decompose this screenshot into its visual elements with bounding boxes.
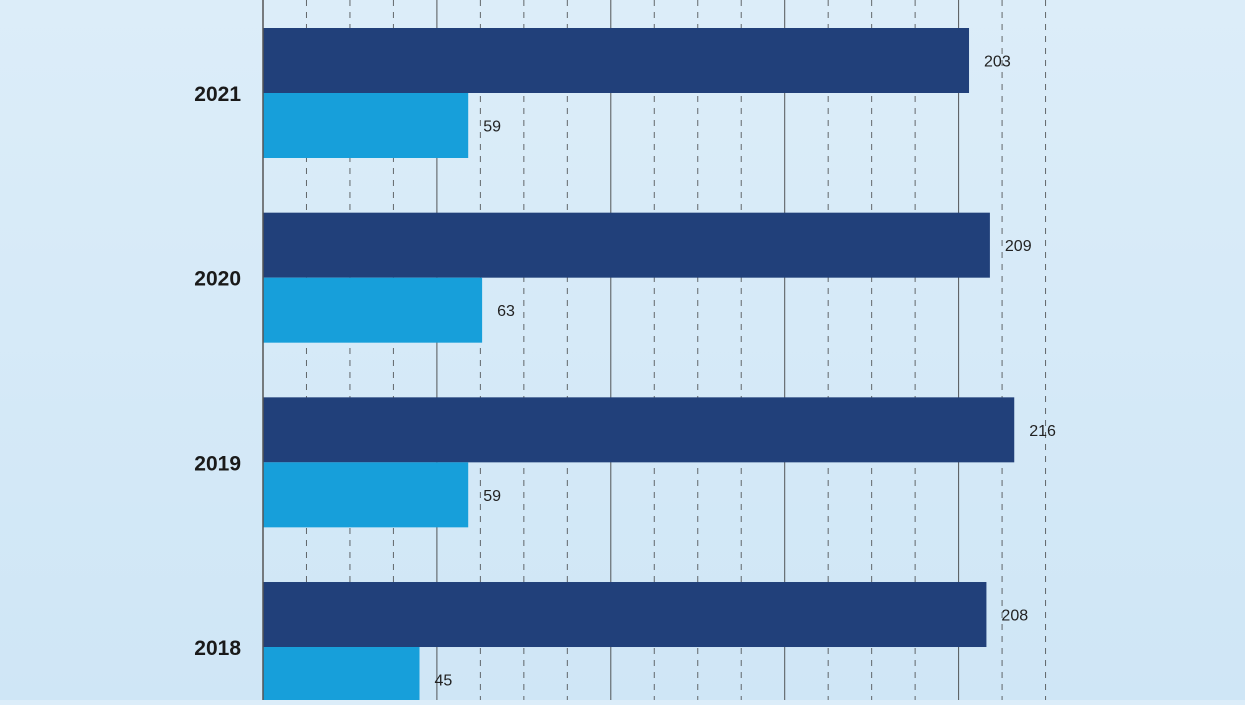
bar-2021-series-2 xyxy=(263,93,469,158)
category-label: 2021 xyxy=(194,83,241,106)
data-label: 208 xyxy=(1001,608,1028,625)
data-label: 45 xyxy=(435,673,453,690)
category-label: 2018 xyxy=(194,637,241,660)
bar-2019-series-1 xyxy=(263,397,1015,463)
category-label: 2019 xyxy=(194,452,241,475)
data-label: 59 xyxy=(483,488,501,505)
data-label: 209 xyxy=(1005,238,1032,255)
category-label: 2020 xyxy=(194,268,241,291)
bar-2020-series-2 xyxy=(263,277,483,343)
bar-2021-series-1 xyxy=(263,28,970,93)
bar-2018-series-2 xyxy=(263,647,420,705)
grid-lines xyxy=(305,0,1047,700)
bar-2018-series-1 xyxy=(263,582,987,648)
labels: 203 59 2021 209 63 2020 216 59 2019 208 45 2018 xyxy=(194,54,1056,690)
bar-2020-series-1 xyxy=(263,212,990,278)
bars xyxy=(263,28,1015,705)
bar-2019-series-2 xyxy=(263,462,469,528)
data-label: 216 xyxy=(1029,423,1056,440)
data-label: 203 xyxy=(984,54,1011,71)
data-label: 59 xyxy=(483,119,501,136)
data-label: 63 xyxy=(497,303,515,320)
